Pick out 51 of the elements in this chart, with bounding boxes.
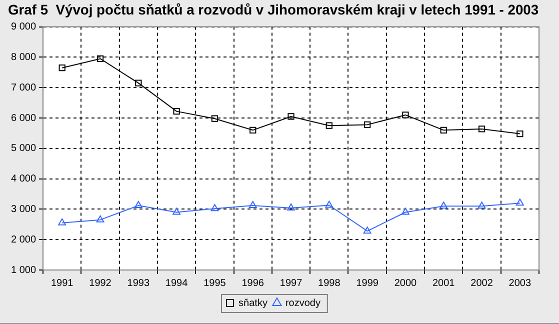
- point: [172, 208, 181, 215]
- point: [58, 218, 66, 226]
- point: [440, 126, 447, 134]
- point: [478, 202, 486, 209]
- point: [287, 203, 295, 210]
- x-tick-label: 2002: [470, 278, 494, 289]
- y-tick-label: 4 000: [10, 174, 36, 185]
- x-tick-label: 2003: [508, 278, 532, 289]
- x-tick-label: 2001: [432, 278, 456, 289]
- y-tick-label: 8 000: [10, 52, 36, 63]
- x-tick-label: 1999: [356, 278, 379, 289]
- y-tick-label: 1 000: [10, 264, 36, 276]
- x-tick-label: 2000: [394, 278, 418, 289]
- x-tick-label: 1993: [127, 278, 150, 289]
- x-tick-label: 1997: [280, 278, 303, 289]
- point: [173, 108, 180, 115]
- x-tick-label: 1995: [204, 278, 226, 289]
- x-tick-label: 1994: [165, 278, 188, 289]
- point: [96, 215, 104, 222]
- point: [363, 226, 372, 234]
- y-tick-label: 6 000: [10, 112, 36, 124]
- point: [516, 130, 524, 138]
- point: [478, 126, 486, 132]
- point: [402, 208, 410, 215]
- legend-label: sňatky: [238, 298, 268, 309]
- x-tick-label: 1992: [89, 278, 112, 289]
- y-tick-label: 3 000: [10, 204, 36, 215]
- point: [325, 200, 334, 208]
- y-tick-label: 2 000: [10, 234, 36, 246]
- chart-title: Graf 5 Vývoj počtu sňatků a rozvodů v Jihomoravském kraji v letech 1991 - 2003: [8, 1, 539, 18]
- y-tick-label: 5 000: [10, 143, 36, 154]
- point: [440, 202, 448, 209]
- point: [516, 198, 524, 206]
- x-tick-label: 1998: [318, 278, 341, 289]
- point: [288, 113, 294, 120]
- y-tick-label: 7 000: [10, 82, 36, 94]
- x-tick-label: 1991: [50, 278, 74, 289]
- point: [211, 115, 218, 122]
- point: [248, 201, 257, 208]
- point: [96, 55, 104, 62]
- x-tick-label: 1996: [242, 278, 264, 289]
- point: [250, 126, 256, 134]
- point: [402, 112, 409, 118]
- point: [134, 201, 142, 208]
- point: [135, 80, 142, 86]
- y-tick-label: 9 000: [10, 22, 36, 33]
- legend-label: rozvody: [285, 298, 320, 309]
- point: [210, 204, 219, 212]
- point: [364, 121, 371, 128]
- point: [58, 64, 66, 72]
- point: [326, 122, 332, 129]
